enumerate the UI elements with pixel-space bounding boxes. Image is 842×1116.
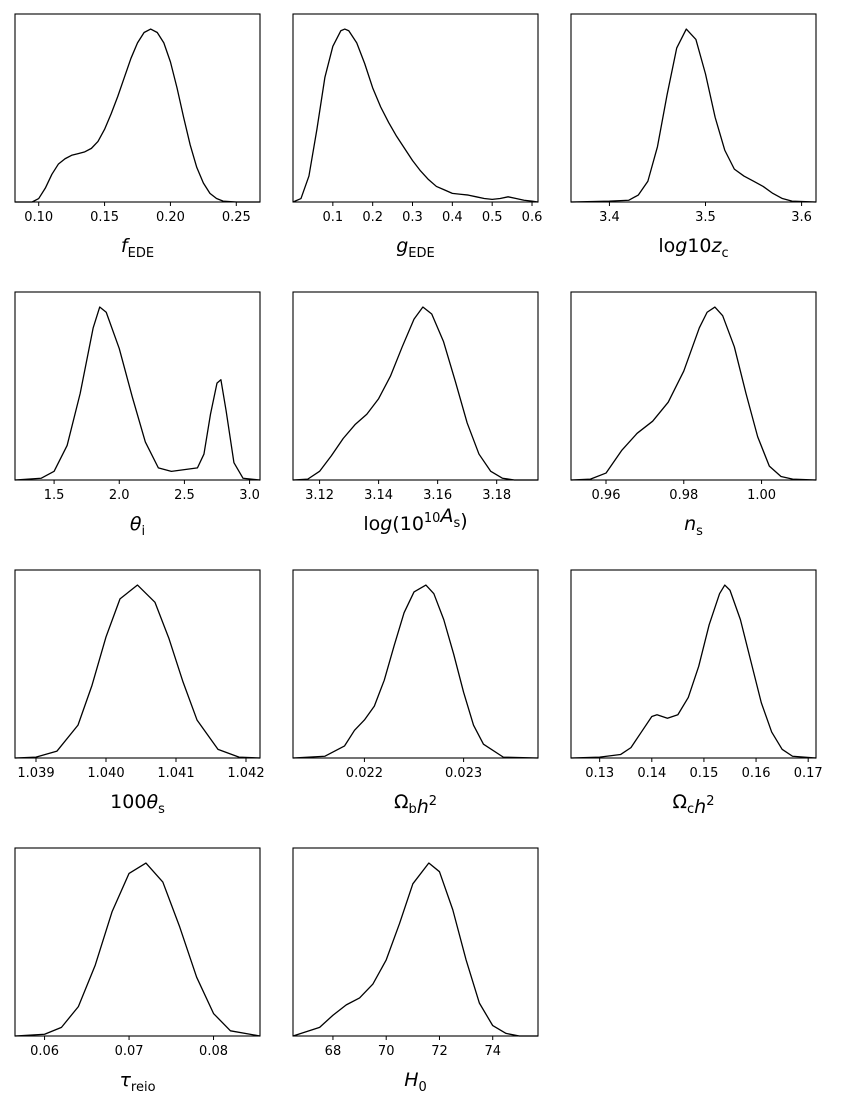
x-tick-label: 3.12 [305,488,334,503]
subplot-11: 68 70 72 74 H0 [292,847,539,1095]
x-tick-label: 0.98 [669,488,698,503]
subplot-5: 3.12 3.14 3.16 3.18 log(1010As) [292,291,539,535]
x-tick-label: 0.4 [442,210,463,225]
subplot-9: 0.13 0.14 0.15 0.16 0.17 Ωch2 [570,569,823,818]
x-axis-label: ns [684,513,703,539]
x-tick-label: 0.2 [362,210,383,225]
x-axis-label: 100θs [110,791,165,817]
x-axis-label: θi [130,513,145,539]
x-tick-label: 3.5 [695,210,716,225]
x-tick-label: 0.17 [794,766,823,781]
density-curve [14,306,261,481]
subplot-2: 0.1 0.2 0.3 0.4 0.5 0.6 gEDE [292,13,543,261]
subplot-6: 0.96 0.98 1.00 ns [570,291,817,539]
subplot-8: 0.022 0.023 Ωbh2 [292,569,539,818]
x-tick-label: 68 [325,1044,342,1059]
x-tick-label: 3.18 [482,488,511,503]
density-curve [15,28,260,203]
x-axis-label: gEDE [396,235,435,261]
x-tick-label: 0.96 [592,488,621,503]
axes-frame [292,569,539,759]
x-axis-label: Ωbh2 [394,791,437,818]
x-axis-label: Ωch2 [672,791,714,818]
x-tick-label: 3.6 [791,210,812,225]
x-tick-label: 3.14 [364,488,393,503]
x-tick-label: 0.25 [222,210,251,225]
axes-frame [570,569,817,759]
density-curve [292,28,539,203]
x-tick-label: 3.16 [423,488,452,503]
axes-frame [292,13,539,203]
x-tick-label: 0.15 [90,210,119,225]
x-tick-label: 0.6 [522,210,543,225]
x-axis-label: log(1010As) [363,505,467,535]
x-tick-label: 0.15 [689,766,718,781]
density-curve [292,584,539,759]
density-curve [570,306,817,481]
x-tick-label: 0.5 [482,210,503,225]
axes-frame [14,847,261,1037]
x-tick-label: 1.042 [227,766,264,781]
subplot-3: 3.4 3.5 3.6 log10zc [570,13,817,261]
subplot-10: 0.06 0.07 0.08 τreio [14,847,261,1095]
x-tick-label: 2.5 [174,488,195,503]
x-tick-label: 3.4 [599,210,620,225]
x-tick-label: 0.1 [322,210,343,225]
axes-frame [14,291,261,481]
x-tick-label: 1.5 [44,488,65,503]
x-tick-label: 0.20 [156,210,185,225]
x-tick-label: 1.041 [157,766,194,781]
x-axis-label: τreio [119,1069,155,1095]
x-tick-label: 0.16 [742,766,771,781]
x-tick-label: 0.06 [30,1044,59,1059]
x-tick-label: 0.10 [24,210,53,225]
x-tick-label: 1.039 [17,766,54,781]
density-curve [570,584,817,759]
x-tick-label: 70 [378,1044,395,1059]
subplot-1: 0.10 0.15 0.20 0.25 fEDE [14,13,261,261]
x-axis-label: H0 [404,1069,427,1095]
x-tick-label: 3.0 [239,488,260,503]
axes-frame [292,291,539,481]
x-axis-label: fEDE [121,235,154,261]
density-curve [14,584,261,759]
x-tick-label: 0.07 [115,1044,144,1059]
axes-frame [14,13,261,203]
x-tick-label: 0.08 [199,1044,228,1059]
axes-frame [570,13,817,203]
subplot-4: 1.5 2.0 2.5 3.0 θi [14,291,261,539]
axes-frame [14,569,261,759]
x-tick-label: 0.023 [445,766,482,781]
x-tick-label: 2.0 [109,488,130,503]
x-tick-label: 0.13 [585,766,614,781]
density-curve [14,862,261,1037]
density-curve [570,28,817,203]
density-curve [292,862,538,1037]
x-tick-label: 0.14 [637,766,666,781]
x-tick-label: 72 [431,1044,448,1059]
density-curve [292,306,538,481]
axes-frame [292,847,539,1037]
subplot-7: 1.039 1.040 1.041 1.042 100θs [14,569,265,817]
x-tick-label: 74 [484,1044,501,1059]
axes-frame [570,291,817,481]
x-tick-label: 0.3 [402,210,423,225]
x-tick-label: 1.040 [87,766,124,781]
x-tick-label: 0.022 [346,766,383,781]
x-axis-label: log10zc [658,235,728,261]
x-tick-label: 1.00 [747,488,776,503]
